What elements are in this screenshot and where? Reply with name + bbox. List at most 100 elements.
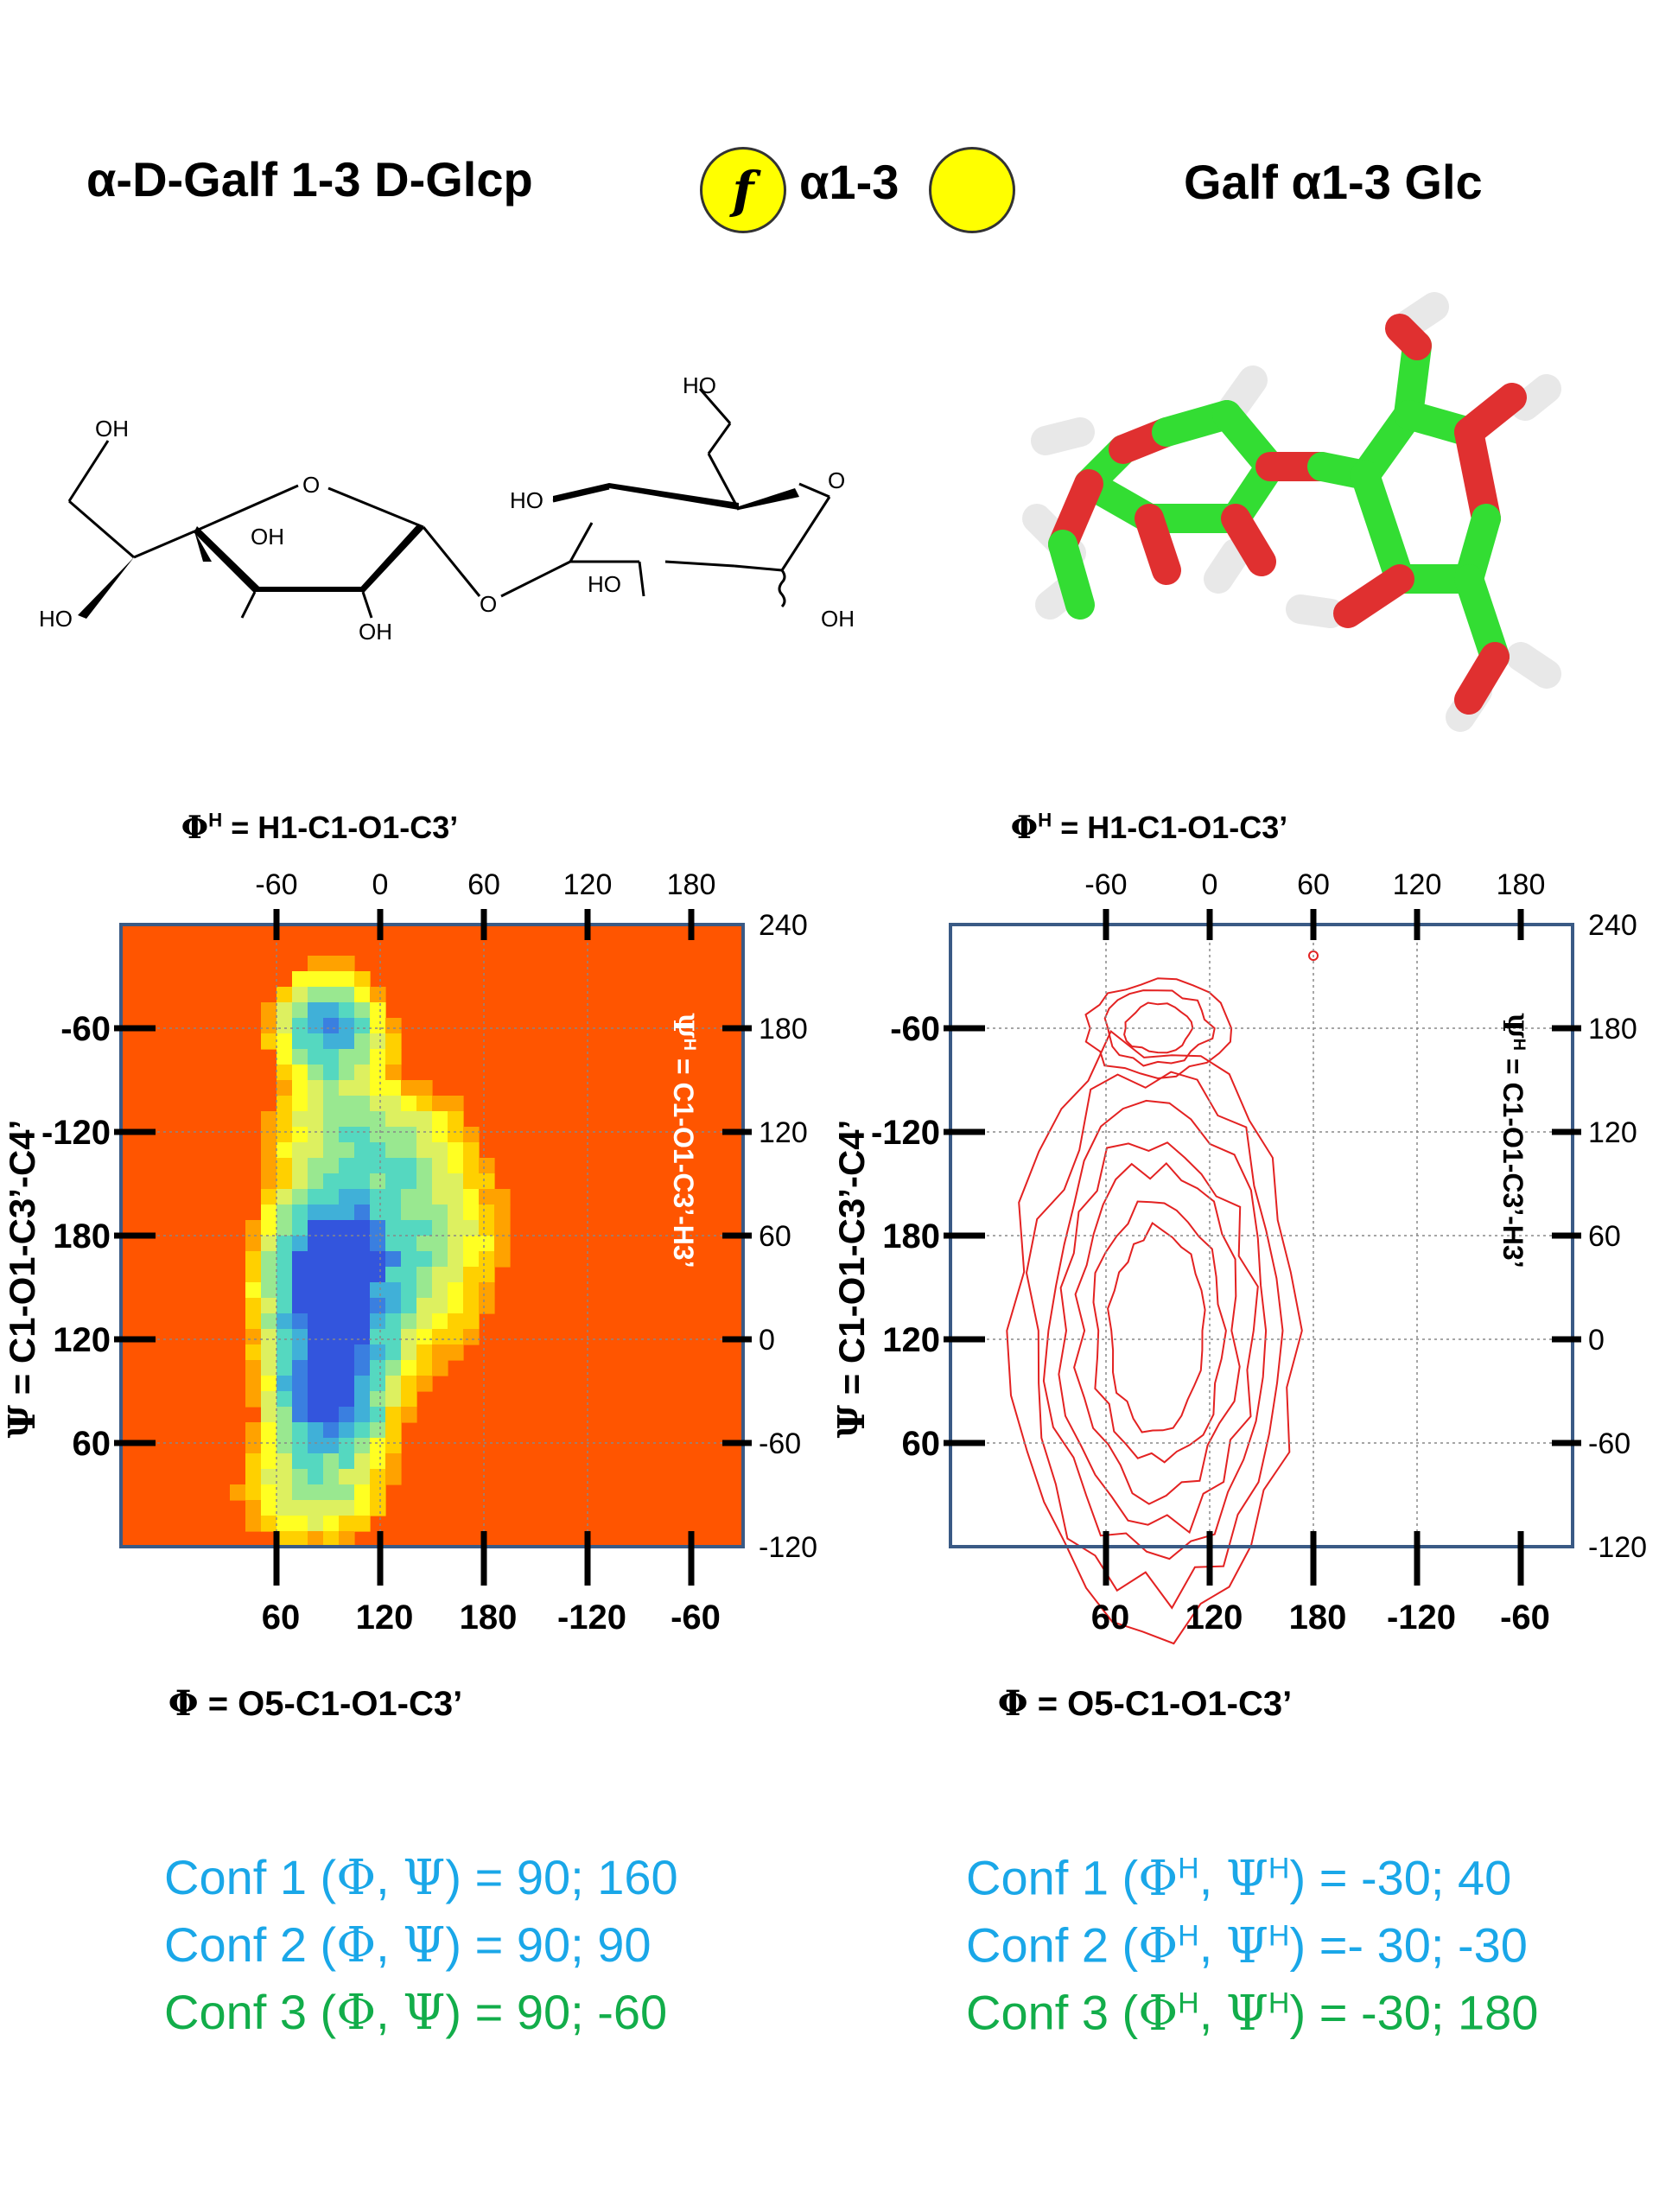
heatmap-cell	[292, 1391, 308, 1408]
heatmap-cell	[401, 1236, 417, 1252]
heatmap-cell	[292, 1422, 308, 1439]
heatmap-cell	[448, 1111, 464, 1128]
y-axis-right-title: ΨH = C1-O1-C3’-H3’	[1497, 1013, 1529, 1268]
heatmap-cell	[416, 1267, 433, 1283]
heatmap-cell	[261, 1282, 277, 1299]
heatmap-cell	[276, 1173, 293, 1190]
heatmap-cell	[261, 1298, 277, 1314]
heatmap-cell	[448, 1158, 464, 1174]
heatmap-cell	[276, 1360, 293, 1376]
heatmap-cell	[308, 971, 324, 988]
heatmap-cell	[308, 1453, 324, 1470]
heatmap-cell	[385, 1267, 402, 1283]
heatmap-cell	[354, 1453, 371, 1470]
heatmap-cell	[245, 1220, 262, 1236]
conformation-sym1: Φ	[336, 1917, 377, 1974]
heatmap-cell	[370, 1236, 386, 1252]
heatmap-cell	[339, 1267, 355, 1283]
label-ho-c6p: HO	[683, 372, 716, 398]
heatmap-cell	[292, 1158, 308, 1174]
heatmap-cell	[323, 1407, 340, 1423]
heatmap-cell	[245, 1360, 262, 1376]
heatmap-cell	[323, 1002, 340, 1019]
heatmap-cell	[292, 1516, 308, 1532]
heatmap-cell	[370, 1158, 386, 1174]
tick-label-right: 60	[1588, 1220, 1621, 1253]
heatmap-cell	[416, 1205, 433, 1221]
heatmap-cell	[354, 1065, 371, 1081]
heatmap-cell	[308, 1080, 324, 1096]
heatmap-cell	[339, 1111, 355, 1128]
heatmap-cell	[463, 1236, 480, 1252]
heatmap-cell	[261, 1018, 277, 1034]
heatmap-cell	[370, 1453, 386, 1470]
heatmap-cell	[339, 987, 355, 1003]
heatmap-cell	[354, 1205, 371, 1221]
heatmap-cell	[401, 1329, 417, 1345]
heatmap-cell	[276, 1376, 293, 1392]
heatmap-cell	[308, 1407, 324, 1423]
heatmap-cell	[323, 1500, 340, 1516]
heatmap-cell	[479, 1236, 495, 1252]
heatmap-cell	[323, 1096, 340, 1112]
heatmap-cell	[385, 1407, 402, 1423]
heatmap-cell	[354, 1236, 371, 1252]
title-left: α-D-Galf 1-3 D-Glcp	[86, 152, 533, 207]
heatmap-cell	[432, 1220, 448, 1236]
heatmap-cell	[432, 1142, 448, 1159]
y-axis-right-title: ΨH = C1-O1-C3’-H3’	[667, 1013, 700, 1268]
heatmap-chart: -60 0 60 120 180 60 120 180 -120 -60 -60 -120 180 120…	[1, 809, 817, 1724]
heatmap-cell	[245, 1500, 262, 1516]
heatmap-cell	[292, 1220, 308, 1236]
heatmap-cell	[385, 1111, 402, 1128]
heatmap-cell	[416, 1329, 433, 1345]
heatmap-cell	[354, 1469, 371, 1485]
conformation-sep: ,	[376, 1917, 404, 1972]
heatmap-cell	[385, 1251, 402, 1268]
heatmap-cell	[339, 1438, 355, 1454]
heatmap-cell	[354, 1500, 371, 1516]
heatmap-cell	[292, 1173, 308, 1190]
heatmap-cell	[261, 1033, 277, 1050]
heatmap-cell	[463, 1127, 480, 1143]
heatmap-cell	[385, 1080, 402, 1096]
heatmap-cell	[323, 1438, 340, 1454]
heatmap-cell	[261, 1391, 277, 1408]
heatmap-cell	[308, 956, 324, 972]
heatmap-cell	[339, 1282, 355, 1299]
heatmap-cell	[308, 1096, 324, 1112]
heatmap-cell	[385, 1220, 402, 1236]
heatmap-cell	[292, 1469, 308, 1485]
heatmap-cell	[308, 1002, 324, 1019]
heatmap-cell	[276, 1189, 293, 1205]
heatmap-cell	[432, 1313, 448, 1330]
heatmap-cell	[261, 1376, 277, 1392]
heatmap-cell	[339, 1360, 355, 1376]
heatmap-cell	[308, 1500, 324, 1516]
heatmap-cell	[276, 1407, 293, 1423]
heatmap-cell	[245, 1298, 262, 1314]
heatmap-cell	[292, 1531, 308, 1548]
heatmap-cell	[370, 1251, 386, 1268]
conformation-sym1: ΦH	[1138, 1850, 1199, 1907]
heatmap-cell	[276, 1516, 293, 1532]
heatmap-cell	[276, 1018, 293, 1034]
heatmap-cell	[276, 1220, 293, 1236]
heatmap-cell	[385, 1391, 402, 1408]
heatmap-cell	[463, 1282, 480, 1299]
tick-label-left: 180	[53, 1217, 111, 1255]
heatmap-cell	[354, 1018, 371, 1034]
heatmap-cell	[292, 1438, 308, 1454]
heatmap-cell	[292, 1189, 308, 1205]
conformation-prefix: Conf 2 (	[966, 1917, 1139, 1973]
heatmap-cell	[339, 1407, 355, 1423]
heatmap-cell	[448, 1127, 464, 1143]
heatmap-cell	[292, 1033, 308, 1050]
heatmap-cell	[339, 1096, 355, 1112]
heatmap-cell	[385, 1033, 402, 1050]
heatmap-cell	[339, 1329, 355, 1345]
x-axis-title: Φ = O5-C1-O1-C3’	[998, 1683, 1293, 1724]
heatmap-cell	[463, 1142, 480, 1159]
x-axis-title: Φ = O5-C1-O1-C3’	[168, 1683, 463, 1724]
conformation-prefix: Conf 1 (	[966, 1850, 1139, 1905]
